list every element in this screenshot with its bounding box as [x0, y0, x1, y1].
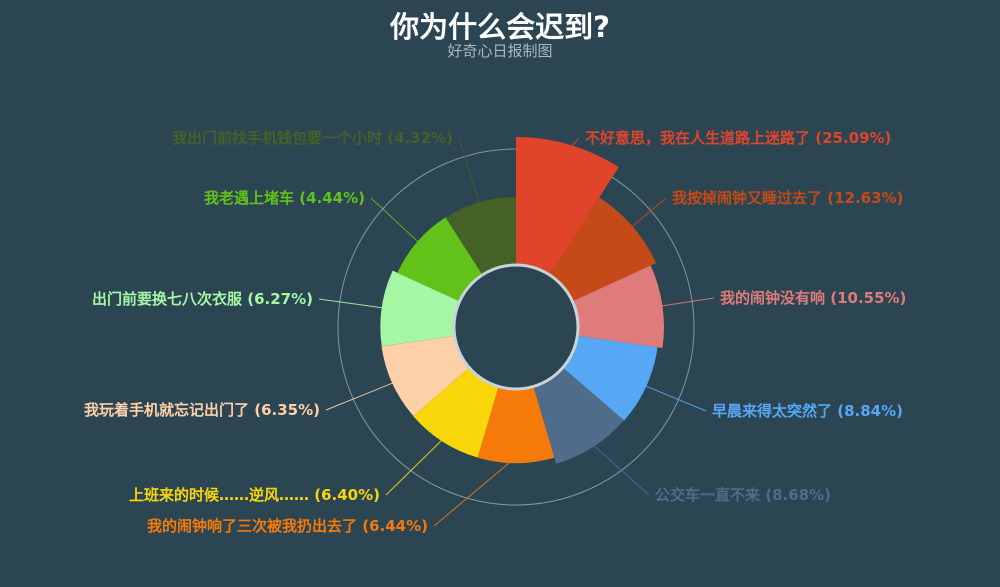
rose-slice-3[interactable]: [572, 265, 664, 349]
slice-label-5: 公交车一直不来 (8.68%): [655, 486, 831, 504]
rose-slice-11[interactable]: [445, 197, 516, 275]
leader-line-10: [370, 197, 423, 246]
slice-label-6: 我的闹钟响了三次被我扔出去了 (6.44%): [147, 517, 428, 535]
chart-subtitle: 好奇心日报制图: [447, 42, 553, 60]
leader-line-9: [318, 298, 388, 310]
rose-slice-6[interactable]: [477, 386, 555, 464]
leader-line-1: [567, 137, 580, 151]
slice-label-2: 我按掉闹钟又睡过去了 (12.63%): [672, 189, 903, 207]
slice-label-10: 我老遇上堵车 (4.44%): [204, 189, 365, 207]
rose-slice-2[interactable]: [549, 197, 657, 302]
leader-line-11: [458, 137, 482, 209]
leader-line-6: [433, 456, 517, 527]
rose-slice-7[interactable]: [413, 367, 499, 458]
rose-slice-10[interactable]: [397, 217, 483, 302]
leader-line-3: [656, 297, 715, 308]
leader-line-4: [640, 383, 707, 412]
slice-label-1: 不好意思，我在人生道路上迷路了 (25.09%): [585, 129, 891, 147]
leader-line-7: [385, 436, 447, 496]
slice-label-9: 出门前要换七八次衣服 (6.27%): [92, 290, 313, 308]
rose-slice-9[interactable]: [380, 270, 460, 347]
slice-label-7: 上班来的时候……逆风…… (6.40%): [129, 486, 380, 504]
leader-line-8: [325, 380, 399, 411]
leader-line-2: [627, 197, 667, 231]
rose-slice-4[interactable]: [562, 335, 658, 421]
leader-line-5: [589, 441, 650, 496]
rose-slice-8[interactable]: [381, 335, 470, 416]
slice-label-3: 我的闹钟没有响 (10.55%): [720, 289, 906, 307]
center-hole: [452, 263, 580, 391]
chart-title: 你为什么会迟到?: [390, 10, 610, 44]
rose-slice-5[interactable]: [533, 367, 624, 464]
slice-label-11: 我出门前找手机钱包要一个小时 (4.32%): [172, 129, 453, 147]
rose-slice-1[interactable]: [516, 137, 619, 275]
slice-label-8: 我玩着手机就忘记出门了 (6.35%): [84, 401, 320, 419]
slice-label-4: 早晨来得太突然了 (8.84%): [712, 402, 903, 420]
